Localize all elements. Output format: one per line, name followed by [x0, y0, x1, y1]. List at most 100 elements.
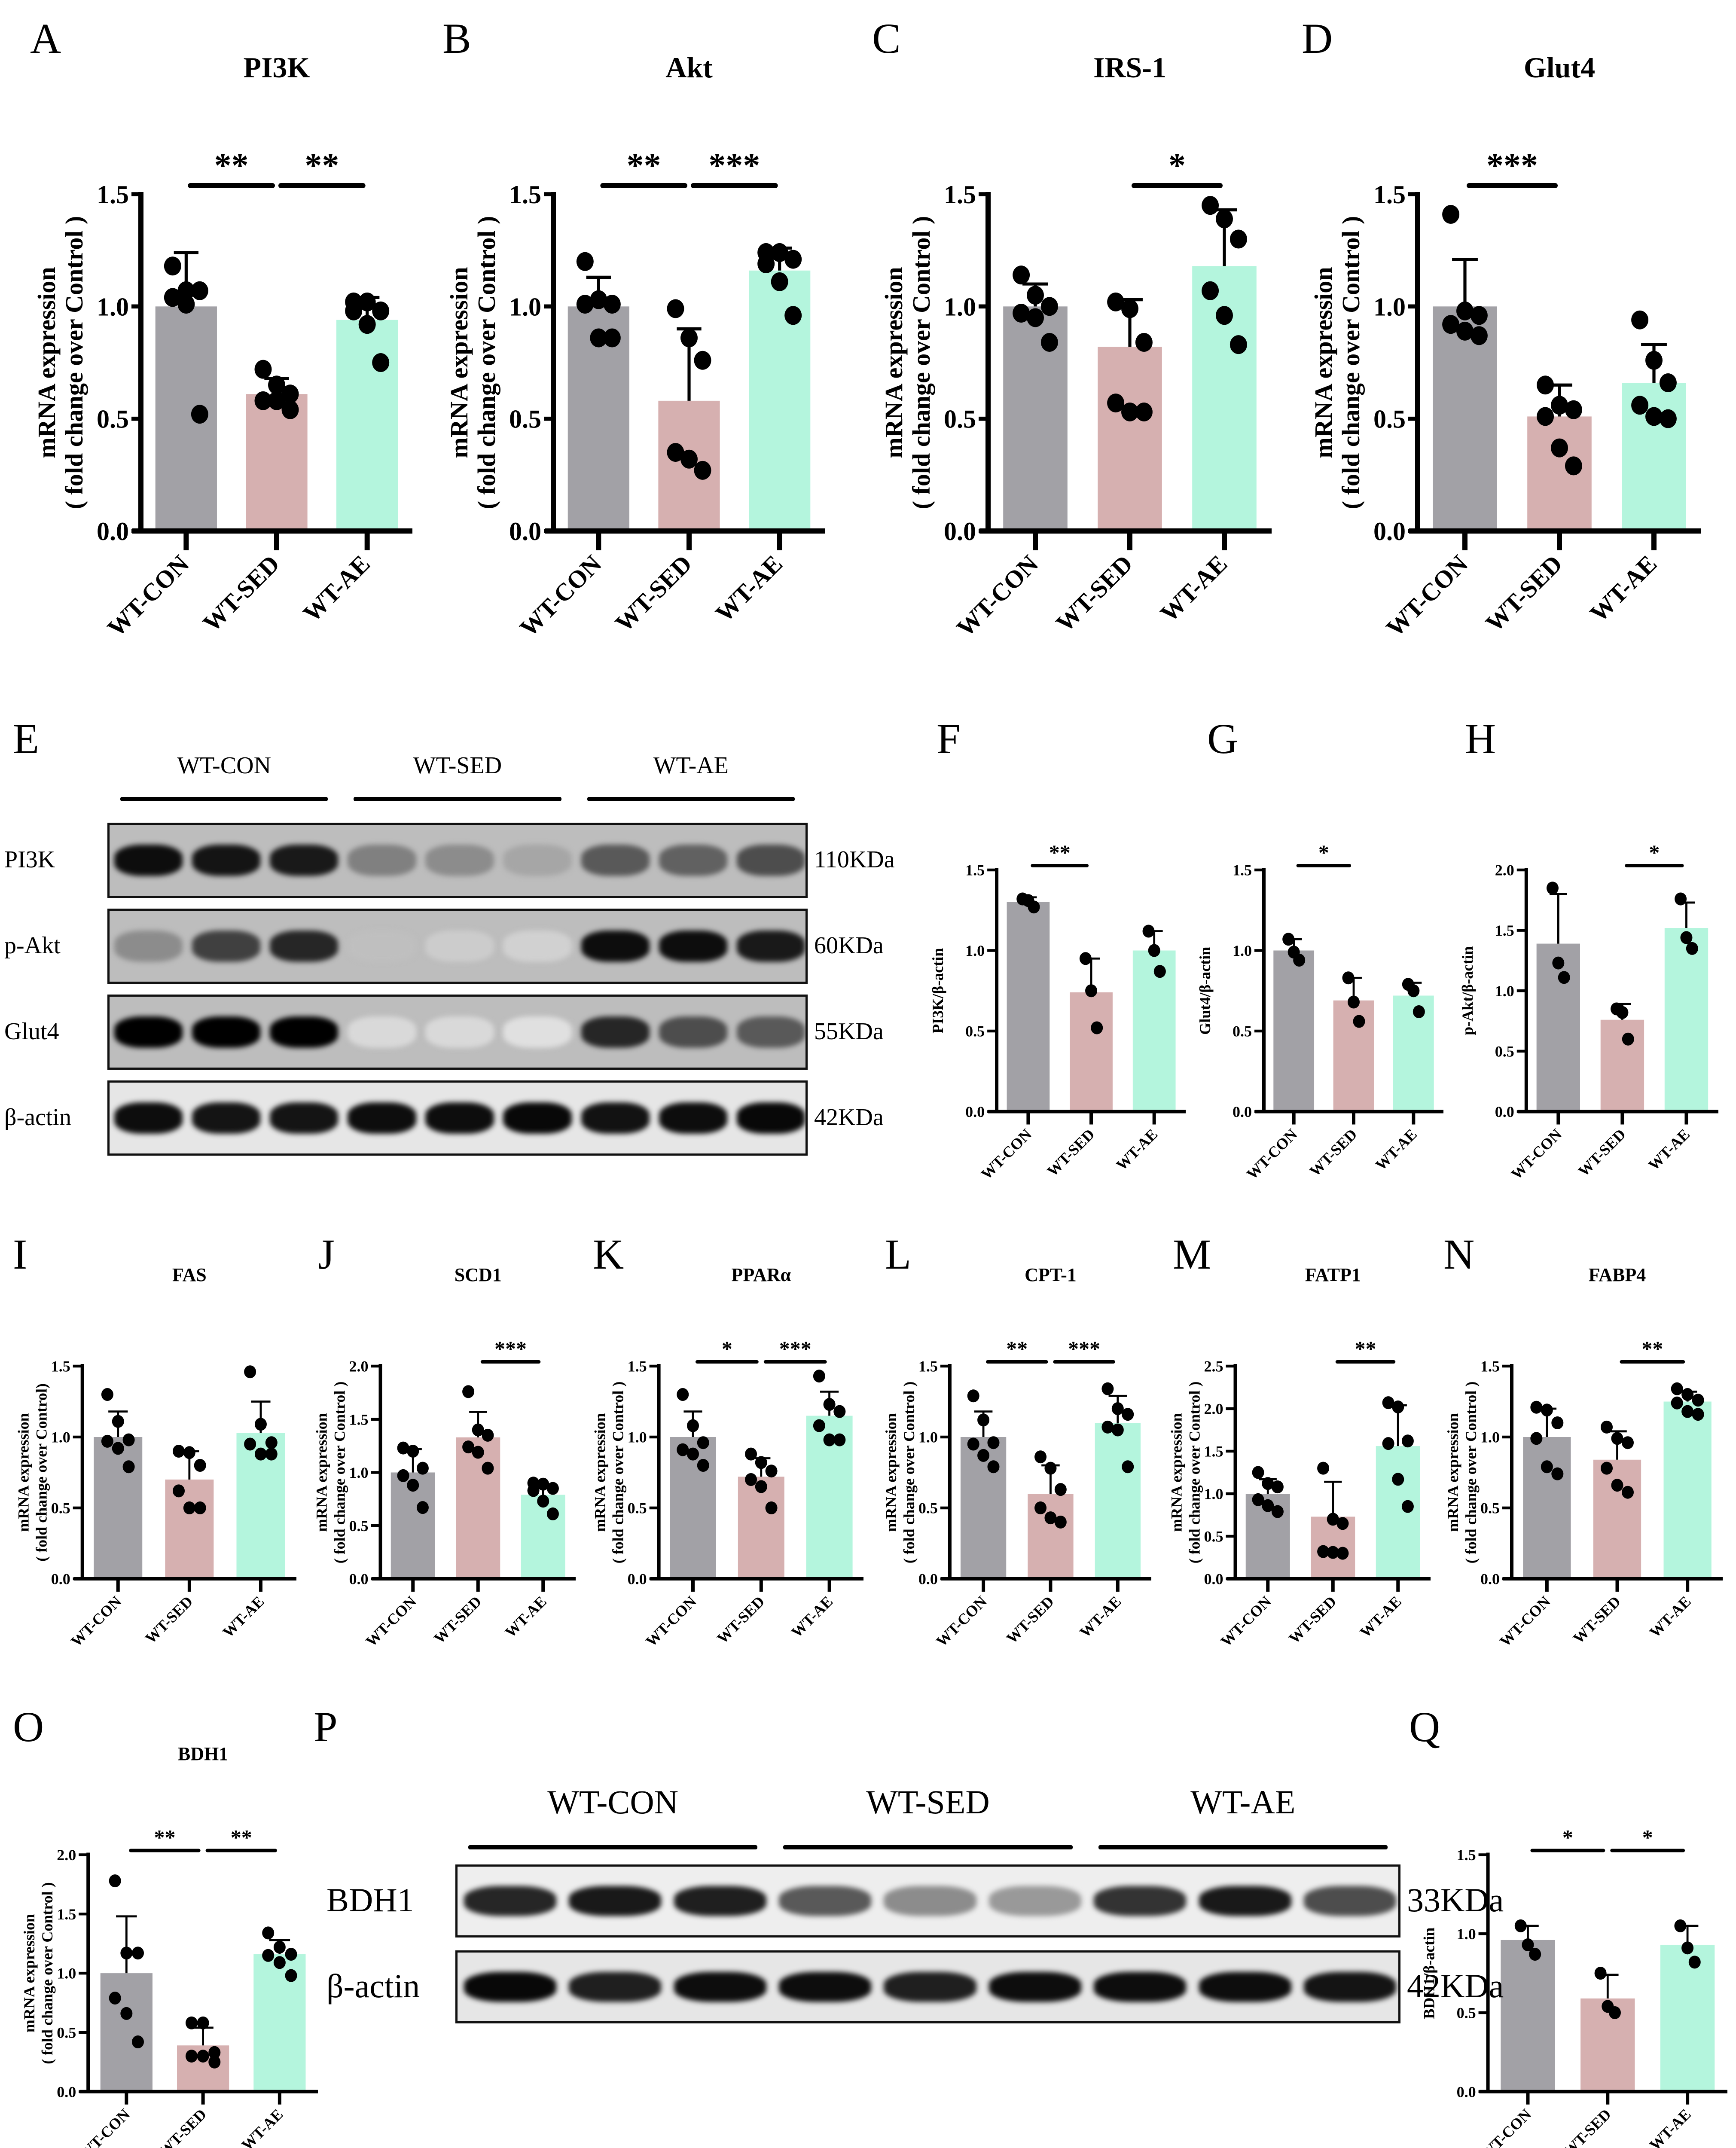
blot-band: [581, 931, 650, 962]
panel-label: A: [30, 15, 61, 62]
data-point: [697, 1459, 709, 1472]
bar-chart: PI3K 0.0 0.5 1.0 1.5 WT-CON WT-SED WT-AE mRNA ex…: [33, 51, 412, 642]
significance-marker: *: [1169, 147, 1186, 185]
blot-band: [114, 845, 183, 876]
x-tick-label: WT-AE: [1646, 2105, 1694, 2148]
blot-group-label: WT-AE: [653, 752, 729, 779]
bar-wt-con: [1007, 902, 1050, 1112]
data-point: [765, 1465, 778, 1478]
bar-wt-sed: [1098, 347, 1162, 531]
x-tick-label: WT-SED: [1306, 1126, 1360, 1180]
data-point: [771, 272, 788, 291]
blot-band: [581, 1016, 650, 1048]
data-point: [462, 1440, 475, 1454]
data-point: [1671, 1396, 1683, 1410]
blot-band: [503, 1102, 572, 1134]
data-point: [1594, 1967, 1607, 1980]
data-point: [1336, 1517, 1349, 1530]
blot-band: [464, 1971, 556, 2002]
data-point: [1317, 1545, 1330, 1558]
data-point: [1135, 333, 1153, 352]
data-point: [273, 1941, 286, 1954]
bar-wt-ae: [253, 1954, 306, 2092]
chart-panel-k: K PPARα 0.0 0.5 1.0 1.5 WT-CON WT-SED WT-AE mRNA …: [580, 1224, 872, 1697]
data-point: [667, 443, 684, 462]
data-point: [527, 1484, 540, 1497]
significance-marker: ***: [779, 1336, 812, 1361]
significance-marker: *: [722, 1336, 732, 1361]
data-point: [1470, 306, 1488, 325]
chart-title: FABP4: [1589, 1264, 1646, 1285]
y-axis-label: mRNA expression: [1168, 1413, 1185, 1532]
significance-marker: ***: [1486, 147, 1538, 185]
y-tick-label: 0.5: [1480, 1500, 1500, 1517]
y-tick-label: 0.0: [57, 2083, 76, 2100]
chart-panel-j: J SCD1 0.0 0.5 1.0 1.5 2.0 WT-CON WT-SED WT-AE mRN…: [305, 1224, 584, 1697]
y-tick-label: 2.0: [1204, 1400, 1223, 1418]
blot-band: [503, 931, 572, 962]
x-tick-label: WT-SED: [142, 1593, 196, 1647]
data-point: [1631, 396, 1649, 415]
data-point: [265, 1447, 278, 1461]
data-point: [1551, 1416, 1564, 1429]
data-point: [1541, 1404, 1553, 1417]
bar-chart: 0.0 0.5 1.0 1.5 WT-CON WT-SED WT-AE BDH1/β-acti…: [1421, 1825, 1727, 2148]
data-point: [1645, 407, 1663, 426]
data-point: [1027, 286, 1044, 305]
data-point: [173, 1445, 185, 1458]
data-point: [1040, 333, 1058, 352]
data-point: [1028, 900, 1040, 914]
y-axis-label: mRNA expression: [882, 1413, 900, 1532]
blot-band: [192, 931, 261, 962]
bar-chart: PPARα 0.0 0.5 1.0 1.5 WT-CON WT-SED WT-AE mRNA e…: [592, 1264, 863, 1650]
y-tick-label: 0.0: [944, 517, 976, 546]
data-point: [1407, 984, 1420, 998]
y-tick-label: 0.0: [1233, 1103, 1252, 1120]
data-point: [1659, 409, 1677, 428]
data-point: [1470, 326, 1488, 345]
data-point: [132, 1947, 144, 1960]
data-point: [1327, 1513, 1339, 1526]
x-tick-label: WT-AE: [1357, 1593, 1405, 1641]
x-tick-label: WT-AE: [788, 1593, 836, 1641]
data-point: [1529, 1948, 1541, 1961]
data-point: [122, 1433, 135, 1446]
y-axis-sublabel: ( fold change over Control ): [1337, 216, 1365, 510]
blot-band: [674, 1971, 766, 2002]
data-point: [603, 295, 621, 314]
data-point: [1551, 438, 1568, 458]
chart-panel-g: G 0.0 0.5 1.0 1.5 WT-CON WT-SED WT-AE Glut4/β-ac…: [1194, 709, 1452, 1246]
blot-band: [1304, 1886, 1397, 1916]
data-point: [1692, 1394, 1704, 1407]
bar-wt-sed: [1600, 1019, 1644, 1112]
x-tick-label: WT-CON: [1243, 1126, 1300, 1183]
data-point: [244, 1437, 256, 1451]
significance-marker: **: [231, 1825, 252, 1849]
chart-panel-d: D Glut4 0.0 0.5 1.0 1.5 WT-CON WT-SED WT-AE mRNA …: [1289, 9, 1718, 696]
data-point: [177, 281, 195, 300]
significance-marker: **: [154, 1825, 175, 1849]
y-tick-label: 1.5: [1204, 1443, 1223, 1460]
chart-panel-f: F 0.0 0.5 1.0 1.5 WT-CON WT-SED WT-AE PI3K/β-act…: [924, 709, 1194, 1246]
y-axis-sublabel: ( fold change over Control ): [331, 1382, 348, 1564]
chart-title: CPT-1: [1025, 1264, 1077, 1285]
data-point: [823, 1398, 836, 1411]
bar-wt-sed: [1593, 1459, 1641, 1579]
data-point: [1142, 924, 1155, 938]
blot-group-label: WT-CON: [547, 1783, 679, 1821]
data-point: [1541, 1460, 1553, 1474]
bar-wt-ae: [336, 320, 398, 531]
data-point: [185, 2050, 198, 2063]
data-point: [208, 2055, 221, 2069]
bar-chart: FAS 0.0 0.5 1.0 1.5 WT-CON WT-SED WT-AE mRNA exp…: [15, 1264, 296, 1650]
bar-chart: 0.0 0.5 1.0 1.5 WT-CON WT-SED WT-AE Glut4/β-act…: [1196, 840, 1443, 1183]
blot-row-label: Glut4: [4, 1018, 59, 1045]
chart-panel-b: B Akt 0.0 0.5 1.0 1.5 WT-CON WT-SED WT-AE mRNA ex…: [430, 9, 842, 696]
bar-wt-ae: [1095, 1423, 1141, 1579]
blot-group-label: WT-SED: [866, 1783, 990, 1821]
x-tick-label: WT-SED: [1480, 549, 1568, 637]
data-point: [833, 1433, 846, 1446]
data-point: [1153, 965, 1166, 978]
blot-band: [348, 931, 416, 962]
y-axis-sublabel: ( fold change over Control ): [1462, 1382, 1480, 1564]
